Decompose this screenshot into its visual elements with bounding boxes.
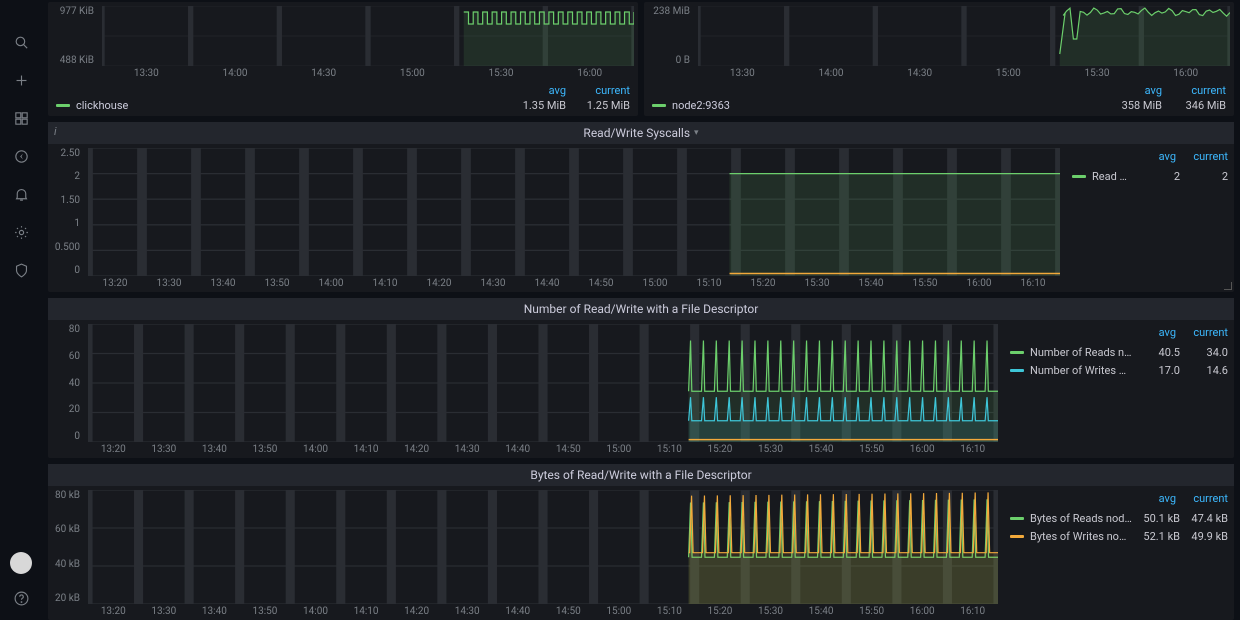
avg-header: avg (1134, 326, 1176, 339)
panel-syscalls: i Read/Write Syscalls ▾ 2.5021.5010.5000… (48, 122, 1234, 292)
avg-value: 358 MiB (1108, 99, 1162, 112)
panel-title-bar[interactable]: i Read/Write Syscalls ▾ (48, 122, 1234, 144)
avg-header: avg (1134, 150, 1176, 163)
search-icon[interactable] (7, 28, 35, 56)
chevron-down-icon: ▾ (694, 128, 699, 138)
info-icon[interactable]: i (54, 125, 57, 138)
alert-icon[interactable] (7, 180, 35, 208)
current-header: current (1172, 84, 1226, 97)
avg-header: avg (512, 84, 566, 97)
panel-top-left: 977 KiB488 KiB 13:3014:0014:3015:0015:30… (48, 2, 638, 116)
avg-header: avg (1108, 84, 1162, 97)
avg-value: 1.35 MiB (512, 99, 566, 112)
dashboards-icon[interactable] (7, 104, 35, 132)
panel-title-bar[interactable]: Number of Read/Write with a File Descrip… (48, 298, 1234, 320)
legend-syscalls: avg current Read node2:936322 (1064, 144, 1234, 292)
help-icon[interactable] (7, 584, 35, 612)
avatar[interactable] (10, 552, 32, 574)
panel-fd-count: Number of Read/Write with a File Descrip… (48, 298, 1234, 458)
current-header: current (576, 84, 630, 97)
current-header: current (1186, 326, 1228, 339)
sidebar (0, 0, 42, 620)
legend-series[interactable]: node2:9363 (652, 99, 730, 112)
legend-series[interactable]: Number of Writes node2:936317.014.6 (1010, 361, 1228, 379)
legend-fd-count: avg current Number of Reads node2:936340… (1002, 320, 1234, 458)
panel-fd-bytes: Bytes of Read/Write with a File Descript… (48, 464, 1234, 620)
legend-series[interactable]: clickhouse (56, 99, 128, 112)
panel-title: Read/Write Syscalls (583, 126, 690, 140)
legend-series[interactable]: Bytes of Writes node2:936352.1 kB49.9 kB (1010, 527, 1228, 545)
panel-title: Bytes of Read/Write with a File Descript… (530, 468, 751, 482)
panel-title: Number of Read/Write with a File Descrip… (524, 302, 759, 316)
series-label: node2:9363 (672, 99, 730, 112)
panel-top-right: 238 MiB0 B 13:3014:0014:3015:0015:3016:0… (644, 2, 1234, 116)
current-value: 346 MiB (1172, 99, 1226, 112)
main-content: 977 KiB488 KiB 13:3014:0014:3015:0015:30… (42, 0, 1240, 620)
panel-title-bar[interactable]: Bytes of Read/Write with a File Descript… (48, 464, 1234, 486)
avg-header: avg (1134, 492, 1176, 505)
gear-icon[interactable] (7, 218, 35, 246)
legend-series[interactable]: Bytes of Reads node2:936350.1 kB47.4 kB (1010, 509, 1228, 527)
current-header: current (1186, 150, 1228, 163)
explore-icon[interactable] (7, 142, 35, 170)
series-label: clickhouse (76, 99, 128, 112)
current-header: current (1186, 492, 1228, 505)
resize-handle[interactable] (1224, 282, 1232, 290)
legend-fd-bytes: avg current Bytes of Reads node2:936350.… (1002, 486, 1234, 620)
plus-icon[interactable] (7, 66, 35, 94)
shield-icon[interactable] (7, 256, 35, 284)
current-value: 1.25 MiB (576, 99, 630, 112)
legend-series[interactable]: Read node2:936322 (1072, 167, 1228, 185)
legend-series[interactable]: Number of Reads node2:936340.534.0 (1010, 343, 1228, 361)
